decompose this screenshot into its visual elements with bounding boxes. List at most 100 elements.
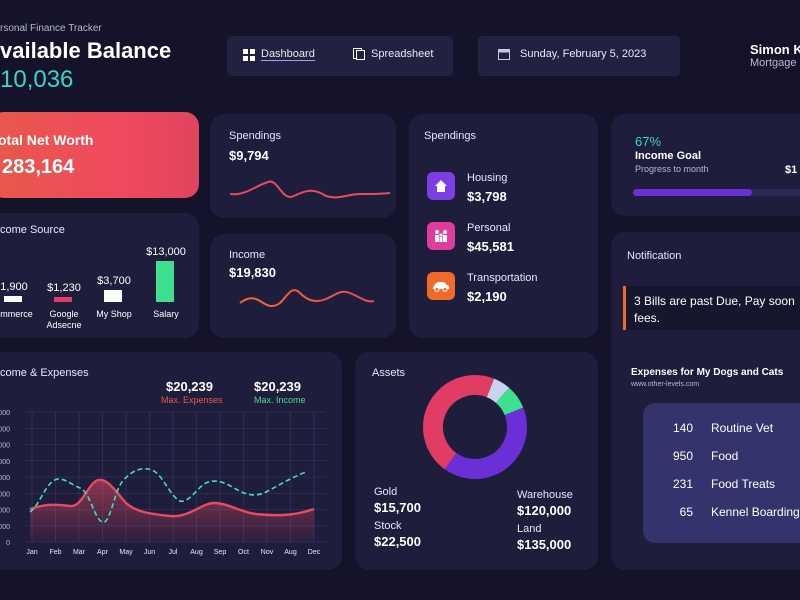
- y-tick-label: 000: [0, 524, 10, 531]
- asset-value: $22,500: [374, 534, 421, 549]
- user-role: Mortgage: [750, 57, 797, 69]
- tab-spreadsheet-label: Spreadsheet: [371, 48, 434, 60]
- donut-slice-land: [423, 375, 527, 479]
- dogs-expenses-panel: 140 Routine Vet 950 Food 231 Food Treats 65…: [643, 403, 800, 543]
- income-source-card: come Source 1,900 ommerce $1,230 Google Ads…: [0, 213, 199, 338]
- asset-label: Gold: [374, 486, 398, 498]
- x-tick-label: Jan: [26, 549, 37, 556]
- income-goal-percent: 67%: [635, 134, 662, 149]
- dogs-row-amount: 140: [672, 421, 693, 435]
- net-worth-value: 283,164: [2, 156, 75, 178]
- x-tick-label: May: [119, 549, 133, 556]
- max-expenses-value: $20,239: [166, 379, 213, 394]
- dogs-row-amount: 231: [672, 477, 693, 491]
- asset-label: Warehouse: [517, 489, 573, 501]
- x-tick-label: Feb: [49, 549, 61, 556]
- x-tick-label: Jun: [144, 549, 155, 556]
- income-source-bar: [156, 261, 174, 302]
- max-income-label: Max. Income: [254, 395, 306, 405]
- income-label: Income: [229, 249, 266, 261]
- family-icon: [427, 222, 455, 250]
- income-source-value: $1,230: [47, 282, 81, 294]
- income-goal-progress-fill: [633, 189, 753, 196]
- user-profile[interactable]: Simon K Mortgage: [750, 42, 800, 69]
- max-income-value: $20,239: [254, 379, 301, 394]
- income-source-value: $3,700: [97, 275, 131, 288]
- spending-item-personal[interactable]: Personal $45,581: [427, 222, 538, 254]
- spending-item-transportation[interactable]: Transportation $2,190: [427, 272, 538, 304]
- spending-item-value: $2,190: [467, 289, 507, 304]
- dogs-row: 65 Kennel Boarding: [663, 505, 800, 519]
- date-picker[interactable]: Sunday, February 5, 2023: [478, 36, 680, 76]
- income-goal-sub: Progress to month: [635, 164, 709, 174]
- dogs-row-amount: 950: [672, 449, 693, 463]
- income-source-value: $13,000: [146, 246, 186, 258]
- dogs-row-label: Routine Vet: [711, 421, 774, 435]
- asset-value: $15,700: [374, 500, 421, 515]
- page-title: vailable Balance: [0, 38, 172, 63]
- income-value: $19,830: [229, 265, 276, 280]
- tab-dashboard[interactable]: Dashboard: [243, 48, 315, 61]
- income-goal-card: 67% Income Goal Progress to month $1: [611, 114, 800, 216]
- x-tick-label: Sep: [214, 549, 227, 556]
- x-tick-label: Mar: [73, 549, 86, 556]
- y-tick-label: 000: [0, 475, 10, 482]
- calendar-icon: [498, 49, 510, 60]
- income-card: Income $19,830: [210, 234, 396, 338]
- house-icon: [427, 172, 455, 200]
- spending-item-label: Personal: [467, 222, 511, 234]
- dogs-site: www.other-levels.com: [631, 381, 700, 388]
- y-tick-label: 000: [0, 426, 10, 433]
- x-tick-label: Aug: [190, 549, 203, 556]
- asset-land: Land $135,000: [517, 523, 571, 552]
- tab-dashboard-label: Dashboard: [261, 48, 315, 61]
- assets-donut-chart: [423, 375, 527, 479]
- income-goal-right-value: $1: [785, 164, 798, 176]
- app-subtitle: rsonal Finance Tracker: [0, 23, 102, 34]
- asset-stock: Stock $22,500: [374, 520, 421, 549]
- spendings-breakdown-card: Spendings Housing $3,798 Personal $45,58…: [409, 114, 598, 338]
- income-source-bar: [54, 297, 72, 302]
- income-expenses-card: come & Expenses $20,239 Max. Expenses $2…: [0, 352, 342, 570]
- income-source-bar: [104, 290, 122, 302]
- income-source-bar: [4, 296, 22, 302]
- spendings-value: $9,794: [229, 148, 269, 163]
- notification-alert[interactable]: 3 Bills are past Due, Pay soon fees.: [623, 286, 800, 330]
- y-tick-label: 000: [0, 459, 10, 466]
- y-tick-label: 000: [0, 508, 10, 515]
- available-balance-value: 10,036: [0, 66, 74, 93]
- spending-item-label: Transportation: [467, 272, 538, 284]
- x-tick-label: Jul: [169, 549, 178, 556]
- dogs-title: Expenses for My Dogs and Cats: [631, 367, 784, 378]
- spending-item-label: Housing: [467, 172, 508, 184]
- max-expenses-label: Max. Expenses: [161, 395, 223, 405]
- assets-card: Assets Gold $15,700 Warehouse $120,000 S…: [355, 352, 598, 570]
- asset-value: $135,000: [517, 537, 572, 552]
- spendings-sparkline: [230, 180, 390, 199]
- notification-message: 3 Bills are past Due, Pay soon fees.: [634, 294, 795, 325]
- y-tick-label: 0: [6, 540, 10, 547]
- y-tick-label: 000: [0, 491, 10, 498]
- y-tick-label: 000: [0, 443, 10, 450]
- dogs-row: 231 Food Treats: [663, 477, 800, 491]
- dogs-row-label: Food: [711, 449, 739, 463]
- notification-card: Notification 3 Bills are past Due, Pay s…: [611, 232, 800, 570]
- spending-item-housing[interactable]: Housing $3,798: [427, 172, 538, 204]
- user-name: Simon K: [750, 42, 800, 57]
- y-tick-label: 000: [0, 410, 10, 417]
- x-tick-label: Oct: [238, 549, 249, 556]
- asset-value: $120,000: [517, 503, 572, 518]
- asset-label: Stock: [374, 520, 402, 532]
- spendings-label: Spendings: [229, 130, 281, 142]
- dashboard-icon: [243, 48, 255, 61]
- tab-spreadsheet[interactable]: Spreadsheet: [353, 48, 433, 60]
- income-source-value: 1,900: [0, 281, 28, 293]
- car-icon: [427, 272, 455, 300]
- dogs-row: 140 Routine Vet: [663, 421, 800, 435]
- income-source-name: ommerce: [0, 309, 33, 319]
- x-tick-label: Apr: [97, 549, 109, 556]
- income-sparkline: [239, 289, 375, 308]
- spending-item-value: $45,581: [467, 239, 514, 254]
- net-worth-card: otal Net Worth 283,164: [0, 112, 199, 198]
